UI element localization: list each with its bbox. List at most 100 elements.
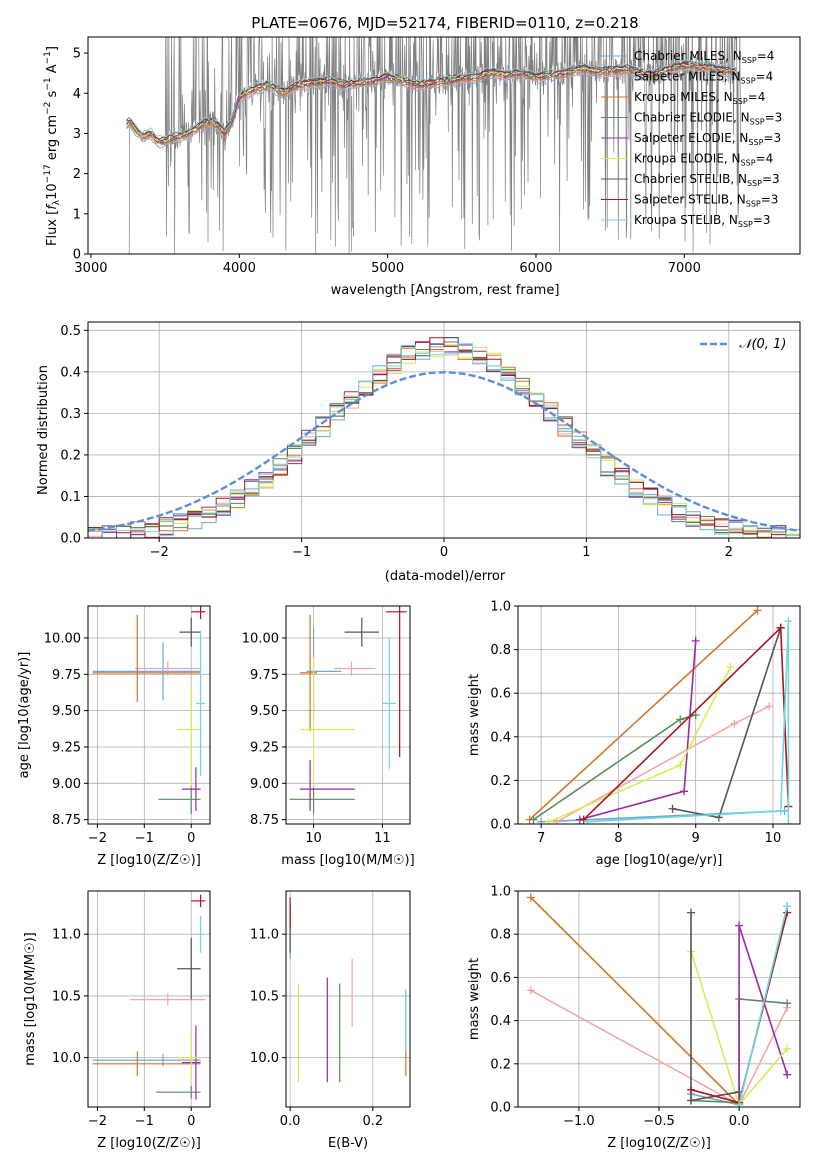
weight-marker-chabrier-elodie [676, 715, 685, 724]
y-tick-label: 0.5 [60, 324, 81, 339]
legend-label-chabrier-miles: Chabrier MILES, NSSP=4 [634, 49, 774, 65]
y-tick-label: 9.00 [250, 777, 279, 792]
y-tick-label: 5 [73, 47, 81, 62]
weight-line-kroupa-miles [529, 609, 759, 821]
y-tick-label: 0.3 [60, 407, 81, 422]
y-axis-label: mass weight [467, 958, 482, 1040]
x-tick-label: 11 [374, 831, 391, 846]
spectrum-legend: Chabrier MILES, NSSP=4 Salpeter MILES, NS… [601, 49, 782, 229]
errorbar-group [289, 606, 407, 814]
x-tick-label: 9 [692, 831, 700, 846]
plot-frame [285, 605, 411, 825]
y-tick-label: 8.75 [52, 813, 81, 828]
weight-vs-metallicity-panel: −1.0 −0.5 0.0 0.0 0.2 0.4 0.6 0.8 1.0 Z [log10(Z/… [467, 885, 801, 1151]
y-tick-label: 10.5 [250, 989, 279, 1004]
residuals-legend: 𝒩(0, 1) [700, 337, 786, 352]
weight-marker-salpeter-elodie [691, 636, 700, 645]
legend-label-salpeter-stelib: Salpeter STELIB, NSSP=3 [634, 193, 778, 209]
y-tick-label: 2 [73, 167, 81, 182]
observed-spectrum [122, 37, 742, 254]
y-tick-label: 0.2 [490, 1057, 511, 1072]
weight-marker-kroupa-stelib [735, 1100, 744, 1107]
weight-marker-kroupa-stelib [783, 902, 792, 911]
plot-frame [87, 605, 211, 825]
y-tick-label: 9.00 [52, 777, 81, 792]
weight-marker-salpeter-stelib [776, 623, 785, 632]
y-tick-label: 0.1 [60, 490, 81, 505]
weight-vs-age-panel: 7 8 9 10 0.0 0.2 0.4 0.6 0.8 1.0 age [log10(age/yr… [467, 600, 801, 868]
legend-label-chabrier-elodie: Chabrier ELODIE, NSSP=3 [634, 111, 782, 127]
x-tick-label: 2 [725, 545, 733, 560]
line-group [526, 893, 792, 1107]
weight-marker-kroupa-elodie [726, 663, 735, 672]
histogram-kroupa-elodie [88, 344, 800, 538]
weight-marker-kroupa-miles [753, 606, 762, 615]
x-tick-label: 10 [305, 831, 322, 846]
legend-label-kroupa-miles: Kroupa MILES, NSSP=4 [634, 90, 765, 106]
mass-vs-metallicity-panel: −2 −1 0 10.0 10.5 11.0 Z [log10(Z/Z☉)] mass [lo… [23, 890, 211, 1151]
weight-marker-kroupa-elodie [676, 761, 685, 770]
weight-marker-chabrier-miles [537, 817, 546, 824]
y-tick-label: 0 [73, 248, 81, 263]
age-vs-mass-panel: 10 11 8.75 9.00 9.25 9.50 9.75 10.00 mass [log10… [242, 605, 415, 868]
spectrum-y-label: Flux [fλ10−17 erg cm−2 s−1 A−1] [43, 46, 62, 246]
x-tick-label: −1 [135, 1114, 154, 1129]
weight-line-kroupa-stelib [587, 621, 790, 824]
y-tick-label: 11.0 [250, 928, 279, 943]
y-axis-label: mass [log10(M/M☉)] [23, 932, 38, 1065]
residuals-x-label: (data-model)/error [385, 569, 506, 584]
residuals-frame [87, 321, 801, 539]
y-tick-label: 10.0 [52, 1051, 81, 1066]
errorbar-group [92, 894, 206, 1100]
y-tick-label: 0.6 [490, 971, 511, 986]
weight-marker-kroupa-stelib [583, 817, 592, 824]
x-tick-label: −2 [88, 1114, 107, 1129]
gaussian-legend-label: 𝒩(0, 1) [739, 337, 786, 352]
x-tick-label: 1 [582, 545, 590, 560]
weight-marker-salpeter-stelib [687, 1085, 696, 1094]
y-tick-label: 10.0 [250, 1051, 279, 1066]
weight-marker-salpeter-miles [765, 702, 774, 711]
plot-area [88, 606, 210, 824]
weight-line-kroupa-stelib [738, 905, 788, 1105]
y-tick-label: 1.0 [490, 885, 511, 900]
y-tick-label: 0.2 [490, 774, 511, 789]
histogram-kroupa-stelib [88, 343, 800, 538]
legend-label-salpeter-elodie: Salpeter ELODIE, NSSP=3 [634, 131, 781, 147]
spectrum-panel: 3000 4000 5000 6000 7000 0 1 2 3 4 5 wavelength [A… [43, 36, 801, 298]
legend-label-kroupa-elodie: Kroupa ELODIE, NSSP=4 [634, 152, 773, 168]
y-tick-label: 0.4 [490, 1014, 511, 1029]
x-tick-label: 0 [187, 1114, 195, 1129]
x-tick-label: −2 [150, 545, 169, 560]
weight-marker-salpeter-elodie [680, 787, 689, 796]
spectrum-plot: 3000 4000 5000 6000 7000 0 1 2 3 4 5 [73, 37, 800, 276]
x-tick-label: −2 [88, 831, 107, 846]
figure-title: PLATE=0676, MJD=52174, FIBERID=0110, z=0… [251, 14, 638, 32]
x-tick-label: −0.5 [643, 1114, 675, 1129]
y-tick-label: 4 [73, 87, 81, 102]
weight-marker-salpeter-miles [730, 719, 739, 728]
x-tick-label: 0.2 [362, 1114, 383, 1129]
plot-frame [517, 605, 801, 825]
legend-label-chabrier-stelib: Chabrier STELIB, NSSP=3 [634, 172, 780, 188]
x-tick-label: 0.0 [280, 1114, 301, 1129]
model-spectrum-kroupa-elodie [126, 63, 737, 143]
x-tick-label: 4000 [223, 261, 256, 276]
legend-label-kroupa-stelib: Kroupa STELIB, NSSP=3 [634, 213, 771, 229]
plot-area [286, 891, 410, 1107]
errorbar-group [92, 606, 206, 814]
weight-marker-kroupa-stelib [784, 820, 793, 824]
spectrum-x-label: wavelength [Angstrom, rest frame] [331, 283, 560, 298]
x-axis-label: mass [log10(M/M☉)] [281, 853, 414, 868]
y-tick-label: 10.00 [44, 631, 81, 646]
y-tick-label: 0.6 [490, 687, 511, 702]
y-tick-label: 0.8 [490, 643, 511, 658]
line-group [525, 606, 793, 824]
y-tick-label: 9.25 [250, 740, 279, 755]
y-tick-label: 0.0 [490, 1101, 511, 1116]
residuals-plot: −2 −1 0 1 2 0.0 0.1 0.2 0.3 0.4 0.5 [60, 322, 800, 560]
histogram-salpeter-stelib [88, 337, 800, 538]
x-tick-label: 10 [765, 831, 782, 846]
y-tick-label: 8.75 [250, 813, 279, 828]
